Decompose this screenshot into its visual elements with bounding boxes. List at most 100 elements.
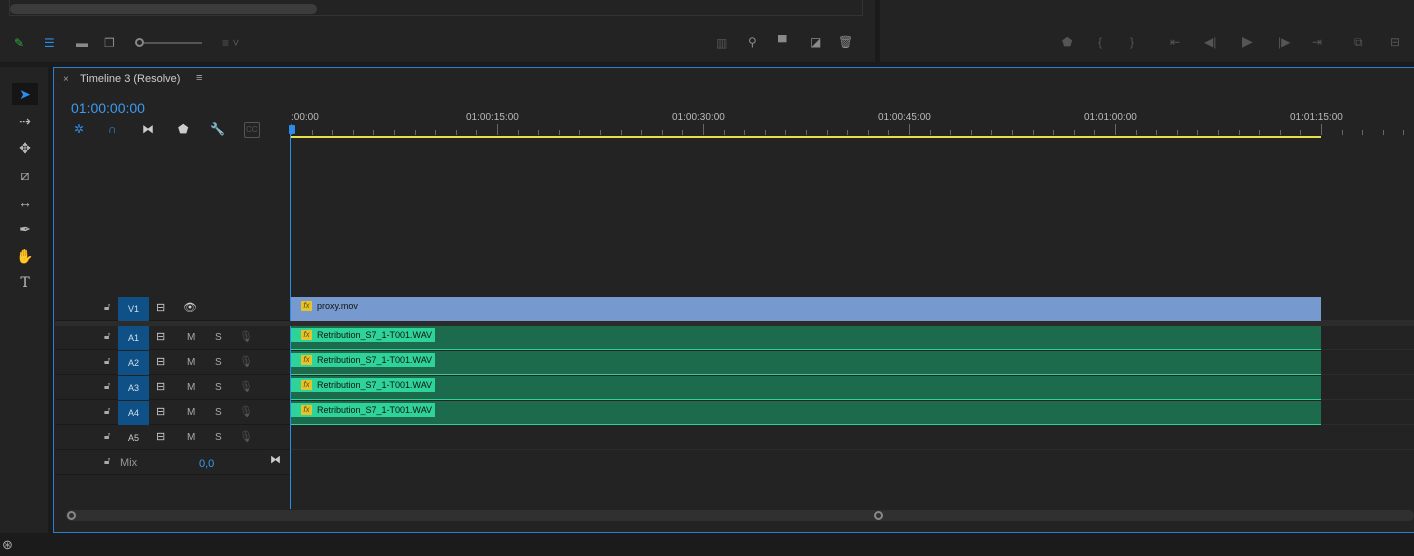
mix-volume-value[interactable]: 0,0 — [199, 458, 215, 470]
sync-lock-icon[interactable]: ⊟ — [156, 302, 166, 314]
list-view-icon[interactable]: ☰ — [44, 36, 55, 50]
ruler-tick — [1218, 130, 1219, 135]
work-area-bar[interactable] — [291, 136, 1321, 138]
sync-lock-icon[interactable]: ⊟ — [156, 381, 166, 393]
zoom-slider[interactable] — [135, 38, 203, 48]
mute-button[interactable]: M — [187, 382, 196, 393]
scroll-handle-left[interactable] — [67, 511, 76, 520]
playhead-timecode[interactable]: 01:00:00:00 — [71, 100, 145, 116]
clip[interactable]: fx Retribution_S7_1-T001.WAV — [291, 326, 1321, 350]
timeline-horizontal-scrollbar[interactable] — [66, 510, 1414, 521]
search-icon[interactable]: ⚲ — [748, 35, 757, 49]
track-target-toggle[interactable]: A3 — [118, 376, 149, 400]
lock-icon[interactable]: 🔓︎ — [104, 381, 111, 392]
pencil-icon[interactable]: ✎ — [14, 36, 25, 50]
selection-tool-icon[interactable]: ➤ — [12, 83, 38, 105]
video-audio-divider[interactable] — [55, 321, 1414, 326]
mark-in-icon[interactable]: { — [1098, 35, 1103, 49]
overwrite-icon[interactable]: ⊟ — [1390, 35, 1401, 49]
clip[interactable]: fx Retribution_S7_1-T001.WAV — [291, 376, 1321, 400]
lock-icon[interactable]: 🔓︎ — [104, 302, 111, 313]
microphone-icon[interactable]: 🎙︎ — [239, 431, 253, 443]
lock-icon[interactable]: 🔓︎ — [104, 431, 111, 442]
scroll-handle-right[interactable] — [874, 511, 883, 520]
lock-icon[interactable]: 🔓︎ — [104, 456, 111, 467]
new-item-icon[interactable]: ◪ — [810, 35, 822, 49]
sync-lock-icon[interactable]: ⊟ — [156, 431, 166, 443]
captions-icon[interactable]: CC — [244, 122, 260, 138]
mark-out-icon[interactable]: } — [1130, 35, 1135, 49]
linked-selection-icon[interactable]: ⧓ — [142, 122, 154, 136]
automate-icon[interactable]: ▥ — [716, 36, 728, 50]
mix-collapse-icon[interactable]: ⧓ — [270, 454, 281, 466]
timeline-tab-title[interactable]: Timeline 3 (Resolve) — [80, 73, 181, 85]
mute-button[interactable]: M — [187, 357, 196, 368]
freeform-view-icon[interactable]: ❐ — [104, 36, 115, 50]
step-back-icon[interactable]: ◀| — [1204, 35, 1217, 49]
ruler-tick — [600, 130, 601, 135]
sync-lock-icon[interactable]: ⊟ — [156, 331, 166, 343]
lock-icon[interactable]: 🔓︎ — [104, 356, 111, 367]
ruler-tick — [620, 130, 622, 135]
track-target-toggle[interactable]: V1 — [118, 297, 149, 321]
track-target-toggle[interactable]: A4 — [118, 401, 149, 425]
solo-button[interactable]: S — [215, 357, 222, 368]
mute-button[interactable]: M — [187, 332, 196, 343]
slip-tool-icon[interactable]: ↔ — [18, 194, 32, 210]
hand-tool-icon[interactable]: ✋ — [16, 248, 34, 264]
clip-name: Retribution_S7_1-T001.WAV — [317, 380, 433, 390]
marker-icon[interactable]: ⬟ — [1062, 35, 1073, 49]
microphone-icon[interactable]: 🎙︎ — [239, 381, 253, 393]
eye-icon[interactable]: 👁︎ — [183, 302, 197, 314]
clip[interactable]: fx Retribution_S7_1-T001.WAV — [291, 401, 1321, 425]
playhead-handle[interactable] — [289, 125, 295, 134]
mute-button[interactable]: M — [187, 407, 196, 418]
razor-tool-icon[interactable]: ⧄ — [20, 167, 30, 183]
microphone-icon[interactable]: 🎙︎ — [239, 331, 253, 343]
sync-lock-icon[interactable]: ⊟ — [156, 406, 166, 418]
ripple-edit-tool-icon[interactable]: ✥ — [19, 140, 31, 156]
nest-icon[interactable]: ✲ — [74, 122, 85, 136]
project-scrollbar-thumb[interactable] — [10, 4, 317, 14]
track-lane[interactable] — [291, 426, 1414, 450]
icon-view-icon[interactable]: ▬ — [76, 36, 88, 50]
add-marker-icon[interactable]: ⬟ — [178, 122, 189, 136]
clip[interactable]: fx Retribution_S7_1-T001.WAV — [291, 351, 1321, 375]
solo-button[interactable]: S — [215, 382, 222, 393]
go-to-in-icon[interactable]: ⇤ — [1170, 35, 1181, 49]
trash-icon[interactable]: 🗑 — [838, 35, 854, 49]
track-select-tool-icon[interactable]: ⇢ — [19, 113, 31, 129]
track-header-a4: 🔓︎ A4 ⊟ M S 🎙︎ — [55, 401, 290, 425]
snap-magnet-icon[interactable]: ∩ — [108, 122, 117, 136]
sort-icon[interactable]: ≡ ˅ — [222, 36, 240, 50]
fx-badge-icon: fx — [301, 405, 312, 415]
go-to-out-icon[interactable]: ⇥ — [1312, 35, 1323, 49]
mute-button[interactable]: M — [187, 432, 196, 443]
time-ruler[interactable]: :00:00 01:00:15:00 01:00:30:00 01:00:45:00 0… — [291, 108, 1414, 138]
pen-tool-icon[interactable]: ✒ — [19, 221, 31, 237]
type-tool-icon[interactable]: T — [20, 275, 30, 291]
close-tab-icon[interactable]: × — [63, 74, 69, 85]
microphone-icon[interactable]: 🎙︎ — [239, 406, 253, 418]
lock-icon[interactable]: 🔓︎ — [104, 331, 111, 342]
wrench-icon[interactable]: 🔧 — [210, 122, 225, 136]
track-target-toggle[interactable]: A5 — [127, 433, 139, 443]
track-target-toggle[interactable]: A2 — [118, 351, 149, 375]
project-scrollbar-track[interactable] — [9, 0, 863, 16]
microphone-icon[interactable]: 🎙︎ — [239, 356, 253, 368]
step-forward-icon[interactable]: |▶ — [1278, 35, 1291, 49]
new-bin-icon[interactable]: ▀ — [778, 35, 787, 49]
lock-icon[interactable]: 🔓︎ — [104, 406, 111, 417]
solo-button[interactable]: S — [215, 432, 222, 443]
solo-button[interactable]: S — [215, 407, 222, 418]
solo-button[interactable]: S — [215, 332, 222, 343]
ruler-tick — [909, 124, 910, 135]
panel-menu-icon[interactable]: ≡ — [196, 72, 203, 84]
track-target-toggle[interactable]: A1 — [118, 326, 149, 350]
play-icon[interactable]: ▶ — [1242, 33, 1253, 49]
clip[interactable]: fx proxy.mov — [291, 297, 1321, 321]
sync-lock-icon[interactable]: ⊟ — [156, 356, 166, 368]
ruler-tick — [579, 130, 581, 135]
insert-icon[interactable]: ⧉ — [1354, 35, 1363, 49]
creative-cloud-icon[interactable]: ⊛ — [2, 537, 13, 552]
